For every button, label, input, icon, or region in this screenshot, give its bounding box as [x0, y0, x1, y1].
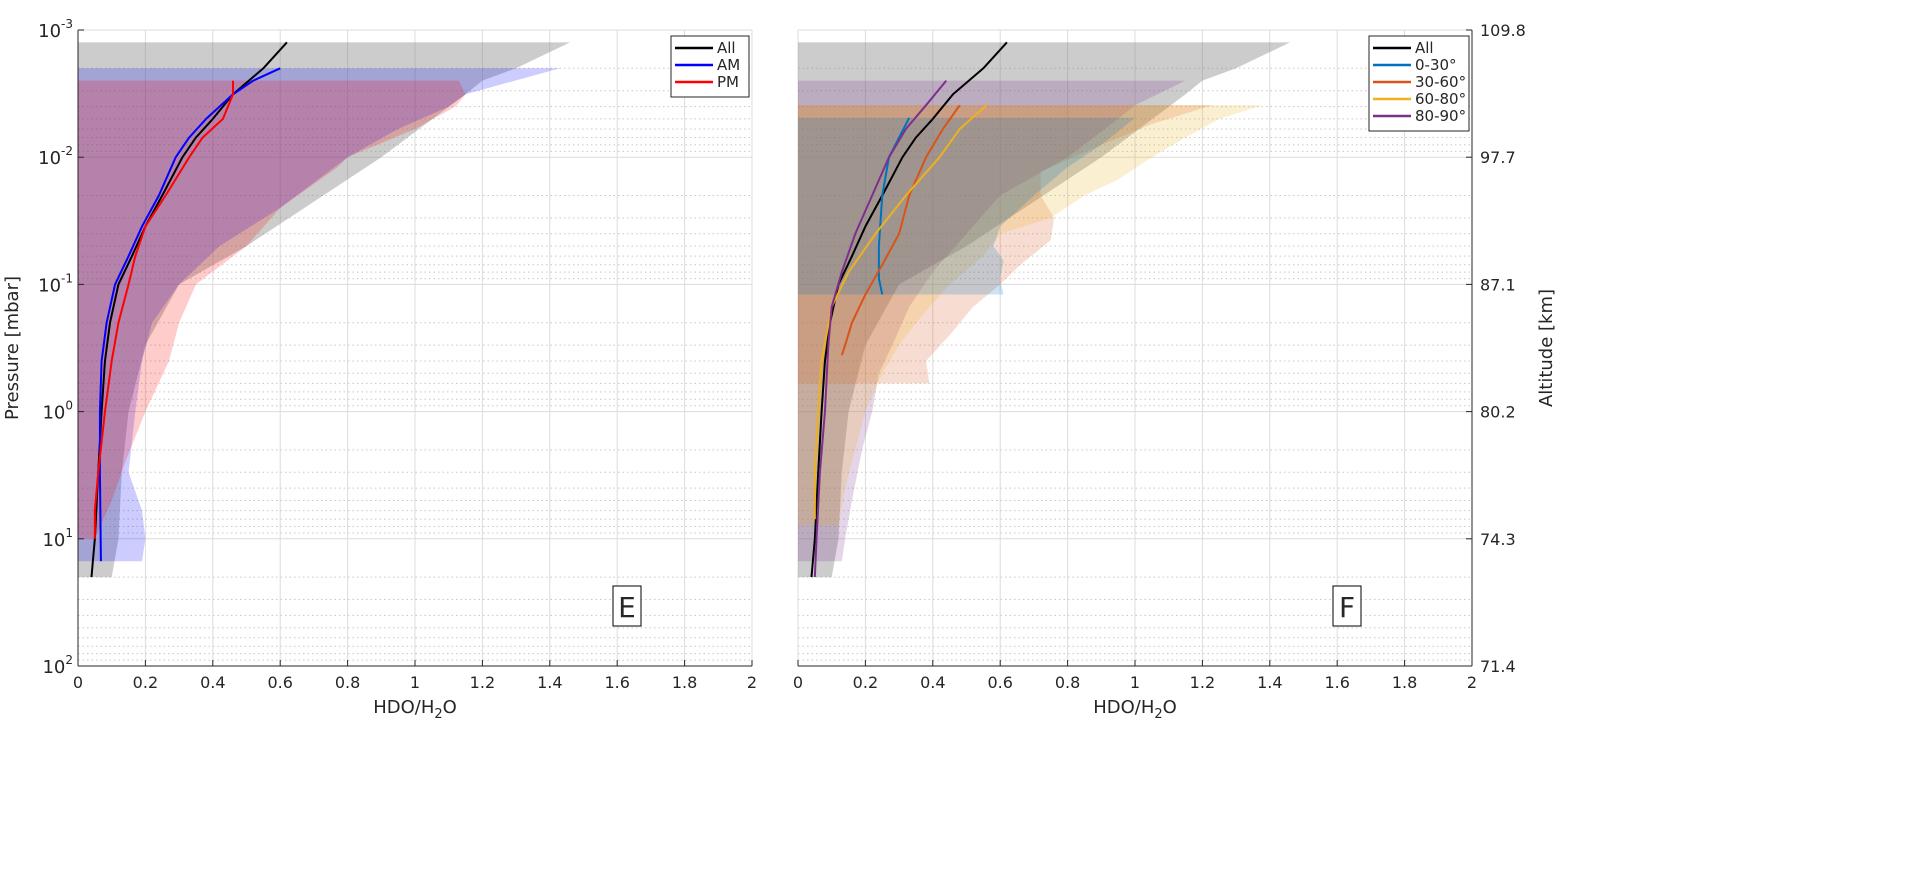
x-tick-label: 1.2: [470, 673, 495, 692]
series-line-030: [877, 117, 911, 295]
x-label-part: HDO/H: [1093, 697, 1154, 718]
y-tick-base: 10: [38, 148, 61, 169]
legend-label: All: [717, 39, 736, 57]
y-tick-label: 10-1: [38, 271, 73, 296]
series-line-am: [98, 67, 281, 562]
x-tick-label: 0.2: [133, 673, 158, 692]
y-tick-base: 10: [42, 403, 65, 424]
legend-label: All: [1415, 39, 1434, 57]
y-tick-base: 10: [42, 530, 65, 551]
altitude-tick-label: 97.7: [1480, 148, 1516, 167]
series-line-pm: [93, 80, 235, 539]
band-pm: [78, 80, 466, 539]
series-line-all: [810, 41, 1008, 578]
y-tick-exponent: 2: [65, 653, 73, 667]
y-tick-label: 10-2: [38, 144, 73, 169]
band-3060: [798, 105, 1213, 384]
x-tick-label: 0.4: [200, 673, 225, 692]
altitude-tick-label: 74.3: [1480, 530, 1516, 549]
panel-label-box: [612, 585, 642, 627]
series-line-6080: [813, 104, 988, 520]
band-030: [798, 117, 1135, 295]
y-tick-exponent: -1: [61, 271, 73, 285]
panel-e: 0 0.2 0.4 0.6 0.8 1 1.2 1.4 1.6 1.8 2HDO/H2O10-310…: [2, 17, 757, 722]
y-tick-exponent: -2: [61, 144, 73, 158]
x-tick-label: 0: [793, 673, 803, 692]
x-label-part: O: [1163, 697, 1177, 718]
y-tick-label: 101: [42, 526, 73, 551]
x-label-part: HDO/H: [373, 697, 434, 718]
legend-label: 80-90°: [1415, 107, 1466, 125]
x-tick-label: 2: [1467, 673, 1477, 692]
x-tick-label: 0.2: [853, 673, 878, 692]
series-line-8090: [813, 79, 948, 578]
x-axis-label: HDO/H2O: [373, 697, 457, 722]
x-tick-label: 1.4: [537, 673, 562, 692]
y-tick-exponent: -3: [61, 17, 73, 31]
y-tick-base: 10: [42, 657, 65, 678]
legend-label: 30-60°: [1415, 73, 1466, 91]
x-axis-label: HDO/H2O: [1093, 697, 1177, 722]
y-tick-base: 10: [38, 275, 61, 296]
panel-f: 0 0.2 0.4 0.6 0.8 1 1.2 1.4 1.6 1.8 2HDO/H2O109.89…: [793, 21, 1557, 722]
y-tick-exponent: 0: [65, 399, 73, 413]
x-tick-label: 1.8: [672, 673, 697, 692]
band-all: [798, 42, 1291, 578]
band-all: [78, 42, 571, 578]
band-6080: [798, 105, 1264, 526]
legend-label: 0-30°: [1415, 56, 1457, 74]
altitude-tick-label: 109.8: [1480, 21, 1526, 40]
x-tick-label: 0.6: [267, 673, 292, 692]
legend-label: 60-80°: [1415, 90, 1466, 108]
legend-box: [670, 35, 750, 98]
band-am: [78, 68, 560, 562]
y-tick-exponent: 1: [65, 526, 73, 540]
legend-label: AM: [717, 56, 740, 74]
x-tick-label: 0.4: [920, 673, 945, 692]
x-tick-label: 1.6: [1324, 673, 1349, 692]
x-tick-label: 1.8: [1392, 673, 1417, 692]
altitude-tick-label: 87.1: [1480, 275, 1516, 294]
x-tick-label: 0.6: [987, 673, 1012, 692]
y-tick-label: 10-3: [38, 17, 73, 42]
panel-label: F: [1339, 591, 1355, 624]
y-tick-label: 100: [42, 399, 73, 424]
x-label-part: O: [443, 697, 457, 718]
x-tick-label: 1.2: [1190, 673, 1215, 692]
panel-label-box: [1332, 585, 1362, 627]
band-8090: [798, 80, 1186, 562]
x-tick-label: 2: [747, 673, 757, 692]
altitude-tick-label: 71.4: [1480, 657, 1516, 676]
x-tick-label: 1: [1130, 673, 1140, 692]
x-tick-label: 0.8: [335, 673, 360, 692]
panel-label: E: [618, 591, 636, 624]
y-tick-base: 10: [38, 21, 61, 42]
x-tick-label: 1.6: [604, 673, 629, 692]
x-label-subscript: 2: [434, 707, 442, 722]
y-axis-label: Pressure [mbar]: [2, 276, 23, 420]
x-tick-label: 1.4: [1257, 673, 1282, 692]
x-tick-label: 0.8: [1055, 673, 1080, 692]
series-line-3060: [840, 104, 961, 356]
x-label-subscript: 2: [1154, 707, 1162, 722]
y-tick-label: 102: [42, 653, 73, 678]
altitude-tick-label: 80.2: [1480, 403, 1516, 422]
legend-label: PM: [717, 73, 739, 91]
x-tick-label: 1: [410, 673, 420, 692]
x-tick-label: 0: [73, 673, 83, 692]
y-axis-label-right: Altitude [km]: [1536, 289, 1557, 407]
